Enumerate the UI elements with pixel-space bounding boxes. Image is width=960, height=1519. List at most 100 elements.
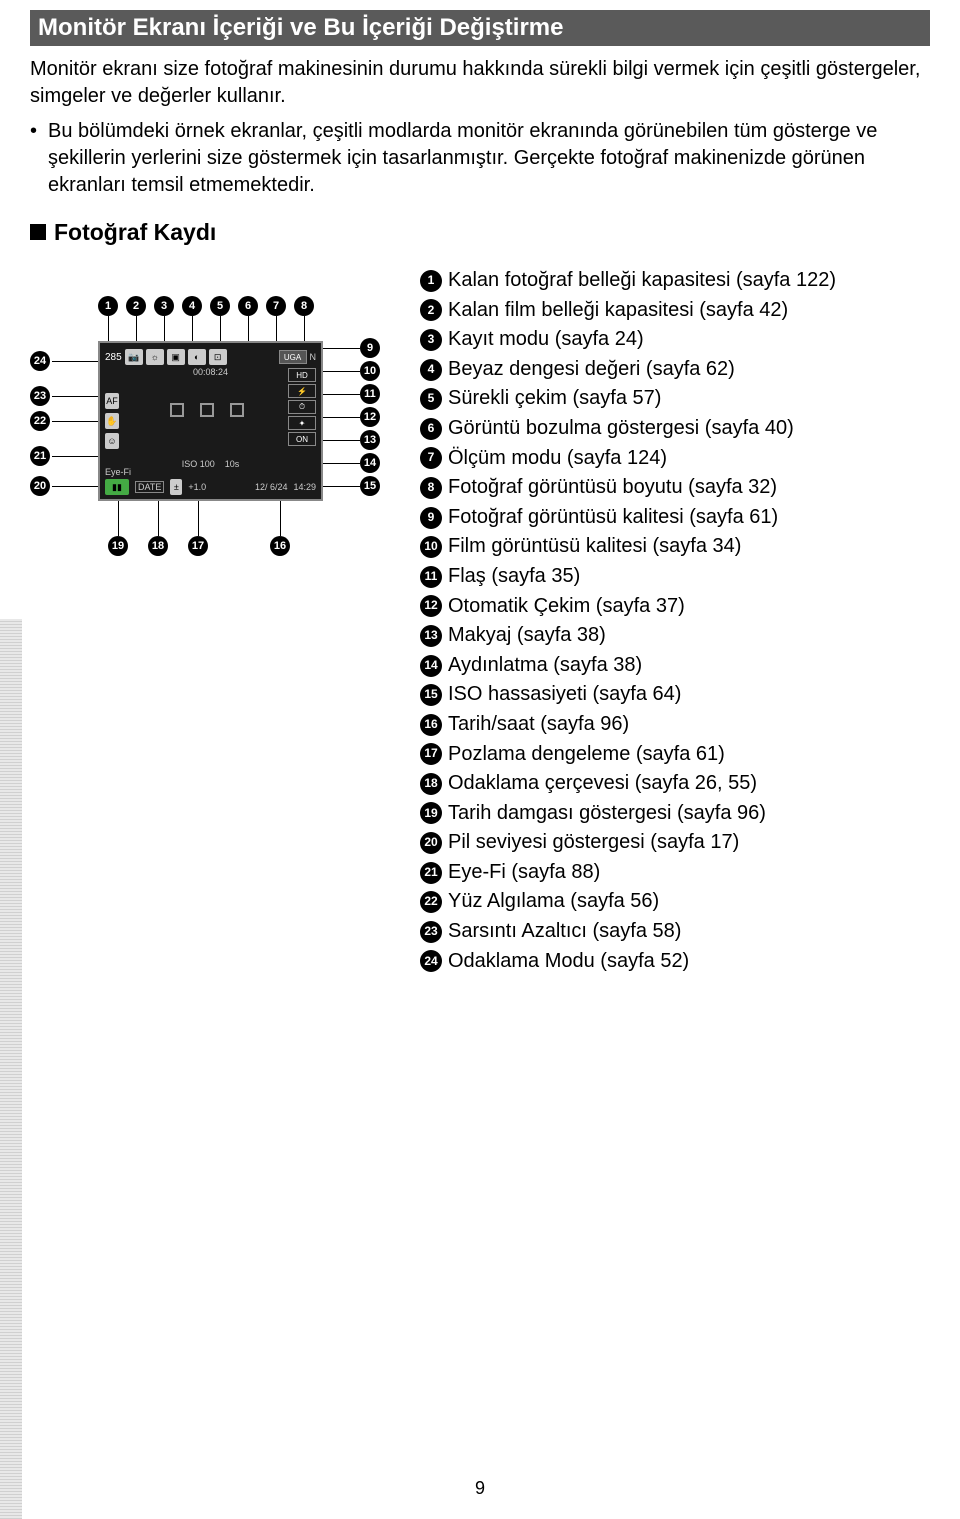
legend-item: 23 Sarsıntı Azaltıcı (sayfa 58) [420, 917, 930, 947]
cam-timer: 10s [225, 459, 240, 469]
cam-focus-2 [200, 403, 214, 417]
cam-eyefi: Eye-Fi [105, 467, 131, 477]
legend-number: 12 [420, 595, 442, 617]
legend-item: 22 Yüz Algılama (sayfa 56) [420, 887, 930, 917]
callout-12: 12 [360, 407, 380, 427]
legend-item: 4Beyaz dengesi değeri (sayfa 62) [420, 355, 930, 385]
legend-item: 7 Ölçüm modu (sayfa 124) [420, 444, 930, 474]
callout-22: 22 [30, 411, 50, 431]
callout-21: 21 [30, 446, 50, 466]
legend-item: 16Tarih/saat (sayfa 96) [420, 710, 930, 740]
callout-8: 8 [294, 296, 314, 316]
callout-17: 17 [188, 536, 208, 556]
subsection-title: Fotoğraf Kaydı [30, 219, 930, 246]
legend-text: Pil seviyesi göstergesi (sayfa 17) [448, 828, 739, 858]
callout-14: 14 [360, 453, 380, 473]
legend-text: Tarih damgası göstergesi (sayfa 96) [448, 799, 766, 829]
callout-16: 16 [270, 536, 290, 556]
legend-number: 16 [420, 714, 442, 736]
legend-item: 24Odaklama Modu (sayfa 52) [420, 947, 930, 977]
legend-number: 2 [420, 299, 442, 321]
legend-number: 20 [420, 832, 442, 854]
side-tab-marker [0, 619, 22, 1519]
legend-number: 5 [420, 388, 442, 410]
cam-burst-icon: ▣ [167, 349, 185, 365]
cam-movie-quality: HD [288, 368, 316, 382]
legend-number: 14 [420, 655, 442, 677]
legend-item: 5 Sürekli çekim (sayfa 57) [420, 384, 930, 414]
legend-text: Eye-Fi (sayfa 88) [448, 858, 600, 888]
legend-text: Beyaz dengesi değeri (sayfa 62) [448, 355, 735, 385]
legend-number: 8 [420, 477, 442, 499]
legend-text: Ölçüm modu (sayfa 124) [448, 444, 667, 474]
legend-text: Aydınlatma (sayfa 38) [448, 651, 642, 681]
legend-text: Sarsıntı Azaltıcı (sayfa 58) [448, 917, 681, 947]
cam-antishake-icon: ✋ [105, 413, 119, 429]
legend-item: 2Kalan film belleği kapasitesi (sayfa 42… [420, 296, 930, 326]
callout-6: 6 [238, 296, 258, 316]
legend-number: 9 [420, 507, 442, 529]
legend-text: Yüz Algılama (sayfa 56) [448, 887, 659, 917]
legend-item: 14 Aydınlatma (sayfa 38) [420, 651, 930, 681]
legend-list: 1 Kalan fotoğraf belleği kapasitesi (sayf… [420, 266, 930, 976]
cam-meter-icon: ⊡ [209, 349, 227, 365]
cam-af-icon: AF [105, 393, 119, 409]
camera-screen: 285 📷 ☼ ▣ ◐ ⊡ UGA N 00:08:24 ISO 100 10s [98, 341, 323, 501]
legend-number: 19 [420, 802, 442, 824]
legend-number: 1 [420, 270, 442, 292]
legend-number: 7 [420, 447, 442, 469]
callout-13: 13 [360, 430, 380, 450]
cam-datestamp-icon: DATE [135, 481, 164, 493]
callout-7: 7 [266, 296, 286, 316]
camera-diagram: 1 2 3 4 5 6 7 8 24 23 22 21 20 [30, 266, 390, 976]
legend-item: 8 Fotoğraf görüntüsü boyutu (sayfa 32) [420, 473, 930, 503]
legend-text: Flaş (sayfa 35) [448, 562, 580, 592]
legend-text: Kayıt modu (sayfa 24) [448, 325, 644, 355]
callout-10: 10 [360, 361, 380, 381]
cam-ev: +1.0 [188, 482, 206, 492]
legend-text: Makyaj (sayfa 38) [448, 621, 606, 651]
cam-focus-3 [230, 403, 244, 417]
legend-item: 20 Pil seviyesi göstergesi (sayfa 17) [420, 828, 930, 858]
cam-date: 12/ 6/24 [255, 482, 288, 492]
legend-number: 13 [420, 625, 442, 647]
cam-face-icon: ☺ [105, 433, 119, 449]
legend-text: Otomatik Çekim (sayfa 37) [448, 592, 685, 622]
legend-item: 21Eye-Fi (sayfa 88) [420, 858, 930, 888]
legend-number: 18 [420, 773, 442, 795]
page-number: 9 [475, 1478, 485, 1499]
legend-text: Pozlama dengeleme (sayfa 61) [448, 740, 725, 770]
legend-number: 23 [420, 921, 442, 943]
legend-number: 11 [420, 566, 442, 588]
legend-number: 17 [420, 743, 442, 765]
legend-item: 3Kayıt modu (sayfa 24) [420, 325, 930, 355]
cam-mode-icon: 📷 [125, 349, 143, 365]
legend-item: 17 Pozlama dengeleme (sayfa 61) [420, 740, 930, 770]
legend-item: 19 Tarih damgası göstergesi (sayfa 96) [420, 799, 930, 829]
legend-item: 1 Kalan fotoğraf belleği kapasitesi (sayf… [420, 266, 930, 296]
legend-number: 22 [420, 891, 442, 913]
legend-item: 12 Otomatik Çekim (sayfa 37) [420, 592, 930, 622]
legend-text: Sürekli çekim (sayfa 57) [448, 384, 661, 414]
callout-20: 20 [30, 476, 50, 496]
legend-item: 11 Flaş (sayfa 35) [420, 562, 930, 592]
cam-wb-icon: ☼ [146, 349, 164, 365]
callout-24: 24 [30, 351, 50, 371]
callout-4: 4 [182, 296, 202, 316]
callout-18: 18 [148, 536, 168, 556]
callout-19: 19 [108, 536, 128, 556]
cam-selftimer: ⏱ [288, 400, 316, 414]
cam-clock: 14:29 [293, 482, 316, 492]
cam-rec-time: 00:08:24 [193, 367, 228, 377]
legend-text: Odaklama çerçevesi (sayfa 26, 55) [448, 769, 757, 799]
note-bullet: Bu bölümdeki örnek ekranlar, çeşitli mod… [48, 118, 930, 199]
legend-number: 24 [420, 950, 442, 972]
legend-text: Fotoğraf görüntüsü kalitesi (sayfa 61) [448, 503, 778, 533]
legend-text: Kalan fotoğraf belleği kapasitesi (sayfa… [448, 266, 836, 296]
cam-battery-icon: ▮▮ [105, 479, 129, 495]
callout-1: 1 [98, 296, 118, 316]
cam-shot-count: 285 [105, 352, 122, 363]
legend-text: Fotoğraf görüntüsü boyutu (sayfa 32) [448, 473, 777, 503]
callout-15: 15 [360, 476, 380, 496]
callout-2: 2 [126, 296, 146, 316]
